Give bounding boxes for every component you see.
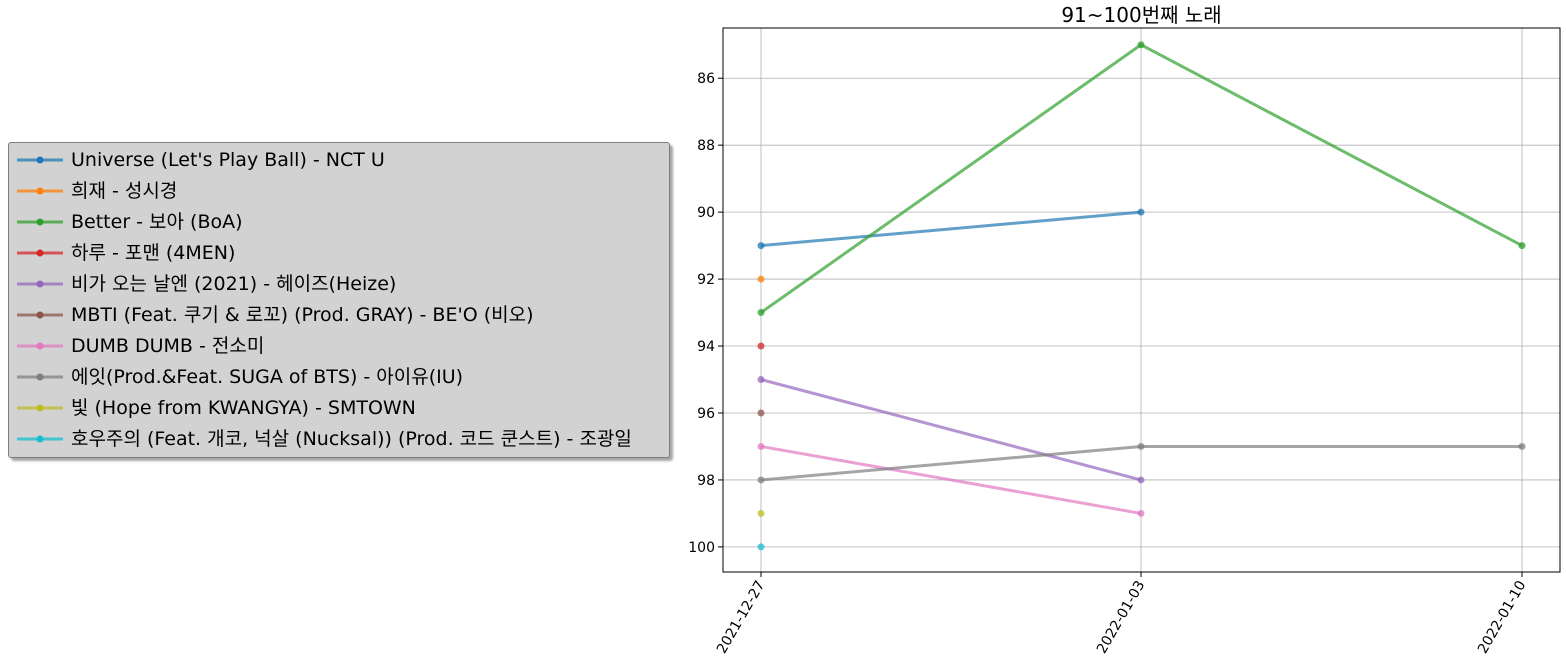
y-tick-label: 86 <box>697 71 715 87</box>
legend-swatch-marker <box>36 218 44 226</box>
series-line-4 <box>760 378 1142 482</box>
legend-label: 하루 - 포맨 (4MEN) <box>71 242 236 264</box>
data-point-7 <box>757 476 765 484</box>
legend-swatch-marker <box>36 187 44 195</box>
legend-item: 빛 (Hope from KWANGYA) - SMTOWN <box>9 395 669 421</box>
data-point-2 <box>1137 41 1145 49</box>
legend-swatch <box>17 218 63 226</box>
legend-label: 희재 - 성시경 <box>71 180 178 202</box>
legend-swatch-marker <box>36 373 44 381</box>
legend-swatch-marker <box>36 435 44 443</box>
data-point-7 <box>1518 442 1526 450</box>
legend-swatch-marker <box>36 311 44 319</box>
legend-label: 에잇(Prod.&Feat. SUGA of BTS) - 아이유(IU) <box>71 366 464 388</box>
legend-swatch <box>17 311 63 319</box>
data-point-5 <box>757 409 765 417</box>
legend-label: 빛 (Hope from KWANGYA) - SMTOWN <box>71 397 416 419</box>
x-tick-label: 2021-12-27 <box>714 578 769 656</box>
legend-swatch <box>17 280 63 288</box>
legend-swatch-marker <box>36 342 44 350</box>
y-tick-label: 88 <box>697 138 715 154</box>
data-point-6 <box>757 442 765 450</box>
data-point-7 <box>1137 442 1145 450</box>
y-tick-label: 96 <box>697 406 715 422</box>
y-tick-label: 94 <box>697 339 715 355</box>
y-tick-label: 100 <box>688 540 715 556</box>
data-point-0 <box>1137 208 1145 216</box>
legend-item: MBTI (Feat. 쿠기 & 로꼬) (Prod. GRAY) - BE'O… <box>9 302 669 328</box>
y-tick-label: 90 <box>697 205 715 221</box>
legend-label: Universe (Let's Play Ball) - NCT U <box>71 149 385 171</box>
data-point-4 <box>757 376 765 384</box>
series-line-0 <box>760 210 1142 248</box>
data-point-8 <box>757 509 765 517</box>
legend-swatch <box>17 373 63 381</box>
legend-swatch-marker <box>36 280 44 288</box>
legend-label: DUMB DUMB - 전소미 <box>71 335 265 357</box>
y-tick-label: 98 <box>697 473 715 489</box>
legend-swatch <box>17 249 63 257</box>
axes-frame <box>722 27 1561 573</box>
legend-swatch-marker <box>36 249 44 257</box>
data-point-9 <box>757 543 765 551</box>
data-point-3 <box>757 342 765 350</box>
legend-item: Better - 보아 (BoA) <box>9 209 669 235</box>
legend-item: 에잇(Prod.&Feat. SUGA of BTS) - 아이유(IU) <box>9 364 669 390</box>
x-tick-label: 2022-01-03 <box>1094 578 1149 656</box>
series-line-2 <box>760 43 1523 314</box>
legend-item: 호우주의 (Feat. 개코, 넉살 (Nucksal)) (Prod. 코드 … <box>9 426 669 452</box>
legend-item: 비가 오는 날엔 (2021) - 헤이즈(Heize) <box>9 271 669 297</box>
legend-item: Universe (Let's Play Ball) - NCT U <box>9 147 669 173</box>
chart-title: 91~100번째 노래 <box>1061 3 1221 27</box>
data-point-0 <box>757 242 765 250</box>
legend-swatch <box>17 187 63 195</box>
legend-swatch-marker <box>36 156 44 164</box>
legend-item: DUMB DUMB - 전소미 <box>9 333 669 359</box>
legend-swatch-marker <box>36 404 44 412</box>
data-point-1 <box>757 275 765 283</box>
series-line-7 <box>760 444 1522 482</box>
data-point-2 <box>1518 242 1526 250</box>
y-tick-label: 92 <box>697 272 715 288</box>
data-point-6 <box>1137 509 1145 517</box>
legend-label: 비가 오는 날엔 (2021) - 헤이즈(Heize) <box>71 273 397 295</box>
data-point-2 <box>757 309 765 317</box>
legend-label: MBTI (Feat. 쿠기 & 로꼬) (Prod. GRAY) - BE'O… <box>71 304 534 326</box>
data-point-4 <box>1137 476 1145 484</box>
legend-swatch <box>17 404 63 412</box>
series-line-6 <box>760 444 1142 515</box>
legend-item: 하루 - 포맨 (4MEN) <box>9 240 669 266</box>
legend-swatch <box>17 342 63 350</box>
legend: Universe (Let's Play Ball) - NCT U 희재 - 성… <box>8 142 670 458</box>
legend-item: 희재 - 성시경 <box>9 178 669 204</box>
legend-swatch <box>17 156 63 164</box>
x-tick-label: 2022-01-10 <box>1475 578 1530 656</box>
legend-label: Better - 보아 (BoA) <box>71 211 243 233</box>
legend-swatch <box>17 435 63 443</box>
legend-label: 호우주의 (Feat. 개코, 넉살 (Nucksal)) (Prod. 코드 … <box>71 428 632 450</box>
